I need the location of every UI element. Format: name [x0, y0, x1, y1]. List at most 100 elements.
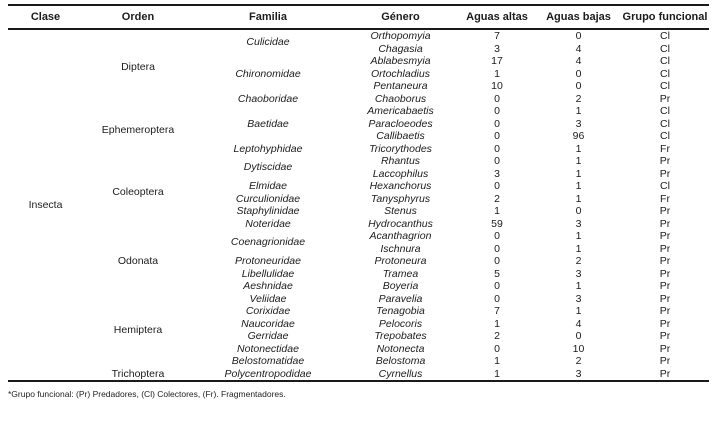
- aguas-altas-cell: 7: [494, 30, 500, 42]
- aguas-altas-cell: 1: [494, 317, 500, 330]
- aguas-bajas-cell: 3: [575, 292, 582, 305]
- familia-cell: Coenagrionidae: [230, 236, 306, 249]
- table-row: Libellulidae Tramea 5 3 Pr: [8, 268, 709, 281]
- col-header-aguas-altas: Aguas altas: [458, 5, 536, 30]
- familia-cell: Belostomatidae: [231, 355, 305, 367]
- genero-cell: Paravelia: [378, 292, 423, 305]
- table-footnote: *Grupo funcional: (Pr) Predadores, (Cl) …: [8, 389, 286, 399]
- genero-cell: Ablabesmyia: [370, 55, 431, 67]
- aguas-altas-cell: 0: [494, 117, 500, 130]
- table-row: Paracloeodes 0 3 Cl: [8, 118, 709, 131]
- aguas-altas-cell: 2: [494, 192, 500, 205]
- aguas-bajas-cell: 96: [572, 130, 585, 142]
- grupo-funcional-cell: Pr: [659, 317, 671, 330]
- grupo-funcional-cell: Cl: [660, 130, 670, 142]
- familia-cell: Staphylinidae: [236, 205, 300, 217]
- aguas-bajas-cell: 0: [575, 30, 582, 42]
- grupo-funcional-cell: Pr: [659, 155, 671, 167]
- col-header-genero: Género: [343, 5, 458, 30]
- table-row: Aeshnidae Boyeria 0 1 Pr: [8, 280, 709, 293]
- aguas-altas-cell: 0: [494, 342, 500, 355]
- aguas-bajas-cell: 1: [575, 180, 582, 192]
- orden-cell: Odonata: [117, 255, 159, 267]
- grupo-funcional-cell: Pr: [659, 342, 671, 355]
- aguas-bajas-cell: 1: [575, 305, 582, 317]
- grupo-funcional-cell: Pr: [659, 367, 671, 380]
- table-row: Insecta Diptera Culicidae Orthopomyia 7 0 Cl: [8, 29, 709, 211]
- aguas-bajas-cell: 0: [575, 67, 582, 80]
- grupo-funcional-cell: Cl: [660, 55, 670, 67]
- aguas-bajas-cell: 4: [575, 42, 582, 55]
- aguas-altas-cell: 0: [494, 142, 500, 155]
- aguas-altas-cell: 1: [494, 205, 500, 217]
- table-row: Callibaetis 0 96 Cl: [8, 130, 709, 143]
- grupo-funcional-cell: Fr: [660, 142, 670, 155]
- table-row: Hemiptera Veliidae Paravelia 0 3 Pr: [8, 292, 709, 336]
- table-row: Ischnura 0 1 Pr: [8, 243, 709, 256]
- aguas-bajas-cell: 1: [575, 242, 582, 255]
- aguas-altas-cell: 2: [494, 330, 500, 342]
- genero-cell: Hydrocanthus: [368, 217, 433, 230]
- grupo-funcional-cell: Pr: [659, 255, 671, 267]
- col-header-orden: Orden: [83, 5, 193, 30]
- familia-cell: Leptohyphidae: [233, 142, 303, 155]
- grupo-funcional-cell: Pr: [659, 217, 671, 230]
- familia-cell: Naucoridae: [241, 317, 295, 330]
- aguas-bajas-cell: 2: [575, 255, 582, 267]
- grupo-funcional-cell: Cl: [660, 117, 670, 130]
- familia-cell: Corixidae: [245, 305, 291, 317]
- grupo-funcional-cell: Pr: [659, 355, 671, 367]
- grupo-funcional-cell: Pr: [659, 280, 671, 292]
- table-row: Naucoridae Pelocoris 1 4 Pr: [8, 318, 709, 331]
- grupo-funcional-cell: Pr: [659, 267, 671, 280]
- grupo-funcional-cell: Pr: [659, 330, 671, 342]
- aguas-altas-cell: 0: [494, 92, 500, 105]
- header-row: Clase Orden Familia Género Aguas altas A…: [8, 5, 709, 30]
- genero-cell: Orthopomyia: [370, 30, 431, 42]
- genero-cell: Ortochladius: [371, 67, 430, 80]
- familia-cell: Notonectidae: [237, 342, 299, 355]
- genero-cell: Chaoborus: [374, 92, 427, 105]
- genero-cell: Laccophilus: [372, 167, 429, 180]
- genero-cell: Notonecta: [376, 342, 425, 355]
- familia-cell: Curculionidae: [235, 192, 301, 205]
- aguas-bajas-cell: 1: [575, 155, 582, 167]
- col-header-familia: Familia: [193, 5, 343, 30]
- table-row: Chagasia 3 4 Cl: [8, 43, 709, 56]
- grupo-funcional-cell: Pr: [659, 242, 671, 255]
- table-row: Coleoptera Dytiscidae Rhantus 0 1 Pr: [8, 155, 709, 198]
- genero-cell: Americabaetis: [367, 105, 434, 117]
- aguas-bajas-cell: 3: [575, 117, 582, 130]
- aguas-altas-cell: 1: [494, 355, 500, 367]
- table-body: Insecta Diptera Culicidae Orthopomyia 7 0 Cl Ch…: [8, 29, 709, 381]
- aguas-altas-cell: 59: [491, 217, 503, 230]
- orden-cell: Trichoptera: [111, 367, 165, 380]
- grupo-funcional-cell: Pr: [659, 292, 671, 305]
- genero-cell: Boyeria: [382, 280, 419, 292]
- grupo-funcional-cell: Cl: [660, 105, 670, 117]
- genero-cell: Pelocoris: [378, 317, 423, 330]
- table-row: Belostomatidae Belostoma 1 2 Pr: [8, 355, 709, 368]
- table-row: Ephemeroptera Baetidae Americabaetis 0 1 Cl: [8, 105, 709, 136]
- grupo-funcional-cell: Pr: [659, 167, 671, 180]
- aguas-bajas-cell: 1: [575, 142, 582, 155]
- taxa-table: Clase Orden Familia Género Aguas altas A…: [8, 4, 709, 382]
- aguas-bajas-cell: 3: [575, 367, 582, 380]
- aguas-altas-cell: 10: [491, 80, 503, 92]
- table-row: Notonectidae Notonecta 0 10 Pr: [8, 343, 709, 356]
- aguas-bajas-cell: 1: [575, 230, 582, 242]
- table-row: Ortochladius 1 0 Cl: [8, 68, 709, 81]
- table-row: Laccophilus 3 1 Pr: [8, 168, 709, 181]
- table-row: Noteridae Hydrocanthus 59 3 Pr: [8, 218, 709, 231]
- orden-cell: Ephemeroptera: [101, 123, 175, 136]
- aguas-altas-cell: 0: [494, 242, 500, 255]
- familia-cell: Elmidae: [249, 180, 287, 192]
- genero-cell: Tricorythodes: [369, 142, 432, 155]
- familia-cell: Dytiscidae: [243, 161, 293, 174]
- table-row: Pentaneura 10 0 Cl: [8, 80, 709, 93]
- aguas-bajas-cell: 0: [575, 80, 582, 92]
- familia-cell: Culicidae: [246, 36, 290, 49]
- genero-cell: Stenus: [384, 205, 417, 217]
- grupo-funcional-cell: Cl: [660, 30, 670, 42]
